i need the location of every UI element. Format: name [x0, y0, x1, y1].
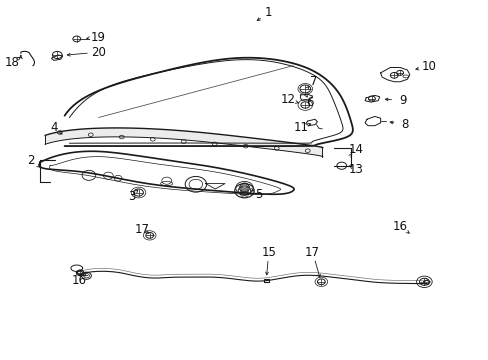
- Text: 7: 7: [310, 75, 317, 88]
- Text: 1: 1: [264, 6, 272, 19]
- Text: 16: 16: [392, 220, 407, 233]
- Text: 16: 16: [72, 274, 86, 287]
- Text: 12: 12: [280, 93, 295, 106]
- Text: 19: 19: [91, 31, 106, 44]
- Text: 10: 10: [421, 60, 436, 73]
- Bar: [264, 279, 268, 282]
- Text: 11: 11: [293, 121, 308, 134]
- Polygon shape: [45, 128, 322, 157]
- Text: 18: 18: [5, 56, 20, 69]
- Text: 15: 15: [261, 246, 276, 258]
- Text: 4: 4: [50, 121, 58, 134]
- Text: 17: 17: [305, 246, 320, 258]
- Text: 3: 3: [128, 190, 135, 203]
- Text: 6: 6: [306, 96, 313, 109]
- Text: 17: 17: [135, 223, 150, 236]
- Text: 14: 14: [348, 143, 363, 156]
- Text: 13: 13: [348, 163, 363, 176]
- Text: 20: 20: [91, 46, 106, 59]
- Text: 8: 8: [401, 118, 408, 131]
- Text: 2: 2: [27, 154, 34, 167]
- Text: 9: 9: [398, 94, 406, 107]
- Text: 5: 5: [255, 188, 262, 201]
